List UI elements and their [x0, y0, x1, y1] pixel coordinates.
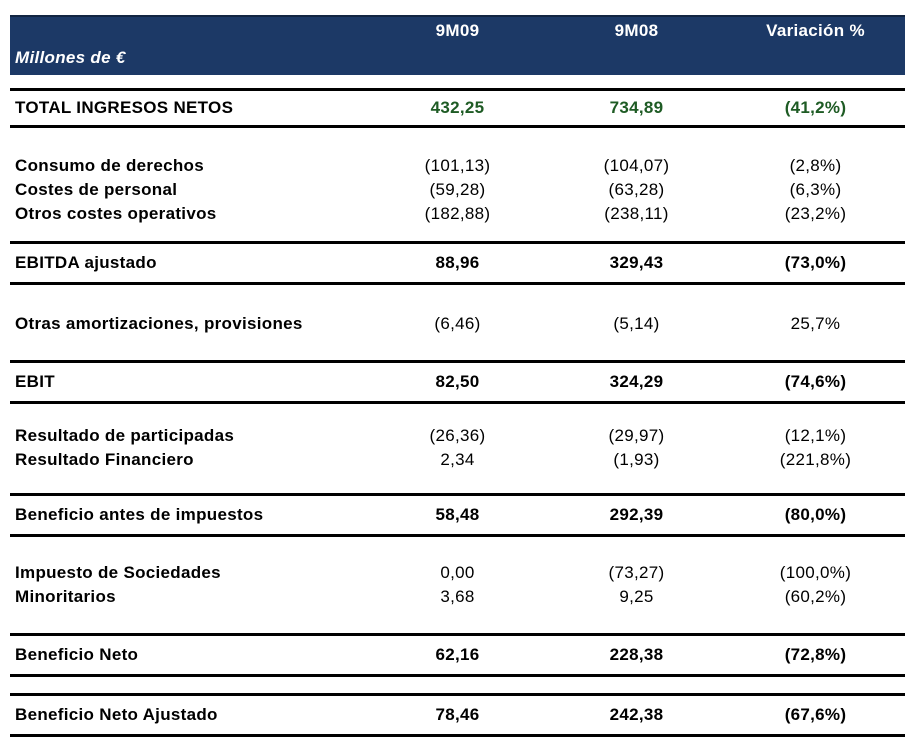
cell-variacion: 25,7%	[790, 314, 841, 333]
cell-9m09: 58,48	[435, 505, 480, 524]
row-label: Resultado Financiero	[15, 450, 194, 469]
cell-variacion: (23,2%)	[784, 204, 847, 223]
cell-9m09: 78,46	[435, 705, 480, 724]
cell-variacion: (67,6%)	[784, 705, 847, 724]
row-label: Otros costes operativos	[15, 204, 217, 223]
table-row-costes-de-personal: Costes de personal (59,28) (63,28) (6,3%…	[10, 178, 905, 202]
table-row-beneficio-antes-de-impuestos: Beneficio antes de impuestos 58,48 292,3…	[10, 493, 905, 537]
cell-variacion: (221,8%)	[779, 450, 852, 469]
cell-9m09: (6,46)	[434, 314, 481, 333]
row-label: Beneficio Neto Ajustado	[15, 705, 218, 724]
cell-9m09: (26,36)	[429, 426, 486, 445]
row-label: EBIT	[15, 372, 55, 391]
row-label: Impuesto de Sociedades	[15, 563, 221, 582]
cell-9m08: (5,14)	[613, 314, 660, 333]
table-row-consumo-de-derechos: Consumo de derechos (101,13) (104,07) (2…	[10, 154, 905, 178]
cell-variacion: (2,8%)	[789, 156, 842, 175]
financial-table-body: TOTAL INGRESOS NETOS 432,25 734,89 (41,2…	[10, 88, 905, 737]
cell-variacion: (100,0%)	[779, 563, 852, 582]
column-header-variacion: Variación %	[766, 21, 865, 40]
cell-9m08: 292,39	[609, 505, 664, 524]
cell-variacion: (80,0%)	[784, 505, 847, 524]
cell-9m09: 88,96	[435, 253, 480, 272]
label-column-spacer	[10, 21, 368, 41]
cell-variacion: (74,6%)	[784, 372, 847, 391]
row-label: Minoritarios	[15, 587, 116, 606]
table-row-otras-amortizaciones-provisiones: Otras amortizaciones, provisiones (6,46)…	[10, 312, 905, 336]
cell-9m09: (59,28)	[429, 180, 486, 199]
cell-variacion: (60,2%)	[784, 587, 847, 606]
row-label: EBITDA ajustado	[15, 253, 157, 272]
cell-variacion: (72,8%)	[784, 645, 847, 664]
cell-variacion: (6,3%)	[789, 180, 842, 199]
table-row-resultado-de-participadas: Resultado de participadas (26,36) (29,97…	[10, 424, 905, 448]
column-headers: 9M09 9M08 Variación %	[10, 17, 905, 41]
cell-9m08: 329,43	[609, 253, 664, 272]
cell-9m08: 324,29	[609, 372, 664, 391]
row-label: Beneficio antes de impuestos	[15, 505, 264, 524]
cell-9m08: (104,07)	[603, 156, 670, 175]
unit-label: Millones de €	[15, 48, 126, 67]
cell-9m08: 242,38	[609, 705, 664, 724]
column-header-9m09: 9M09	[435, 21, 480, 40]
table-row-minoritarios: Minoritarios 3,68 9,25 (60,2%)	[10, 585, 905, 609]
table-row-total-ingresos-netos: TOTAL INGRESOS NETOS 432,25 734,89 (41,2…	[10, 88, 905, 128]
cell-9m08: (1,93)	[613, 450, 660, 469]
cell-9m09: 3,68	[440, 587, 475, 606]
cell-9m09: (101,13)	[424, 156, 491, 175]
row-label: Resultado de participadas	[15, 426, 235, 445]
table-row-impuesto-de-sociedades: Impuesto de Sociedades 0,00 (73,27) (100…	[10, 561, 905, 585]
cell-9m08: (73,27)	[608, 563, 665, 582]
cell-9m08: (29,97)	[608, 426, 665, 445]
table-row-ebitda-ajustado: EBITDA ajustado 88,96 329,43 (73,0%)	[10, 241, 905, 285]
cell-9m08: (63,28)	[608, 180, 665, 199]
cell-variacion: (73,0%)	[784, 253, 847, 272]
row-label: Consumo de derechos	[15, 156, 204, 175]
cell-9m09: 2,34	[440, 450, 475, 469]
column-header-9m08: 9M08	[614, 21, 659, 40]
cell-9m09: 82,50	[435, 372, 480, 391]
cell-variacion: (41,2%)	[784, 98, 847, 117]
table-row-beneficio-neto-ajustado: Beneficio Neto Ajustado 78,46 242,38 (67…	[10, 693, 905, 737]
table-row-ebit: EBIT 82,50 324,29 (74,6%)	[10, 360, 905, 404]
row-label: Otras amortizaciones, provisiones	[15, 314, 303, 333]
cell-9m08: 9,25	[619, 587, 654, 606]
row-label: Costes de personal	[15, 180, 178, 199]
row-label: TOTAL INGRESOS NETOS	[15, 98, 234, 117]
cell-9m09: (182,88)	[424, 204, 491, 223]
row-label: Beneficio Neto	[15, 645, 139, 664]
table-row-beneficio-neto: Beneficio Neto 62,16 228,38 (72,8%)	[10, 633, 905, 677]
cell-9m09: 0,00	[440, 563, 475, 582]
cell-9m08: 734,89	[609, 98, 664, 117]
cell-9m08: 228,38	[609, 645, 664, 664]
table-row-resultado-financiero: Resultado Financiero 2,34 (1,93) (221,8%…	[10, 448, 905, 472]
cell-9m09: 432,25	[430, 98, 485, 117]
cell-9m08: (238,11)	[604, 204, 669, 223]
table-row-otros-costes-operativos: Otros costes operativos (182,88) (238,11…	[10, 202, 905, 226]
cell-9m09: 62,16	[435, 645, 480, 664]
table-header-bar: 9M09 9M08 Variación % Millones de €	[10, 15, 905, 75]
cell-variacion: (12,1%)	[784, 426, 847, 445]
